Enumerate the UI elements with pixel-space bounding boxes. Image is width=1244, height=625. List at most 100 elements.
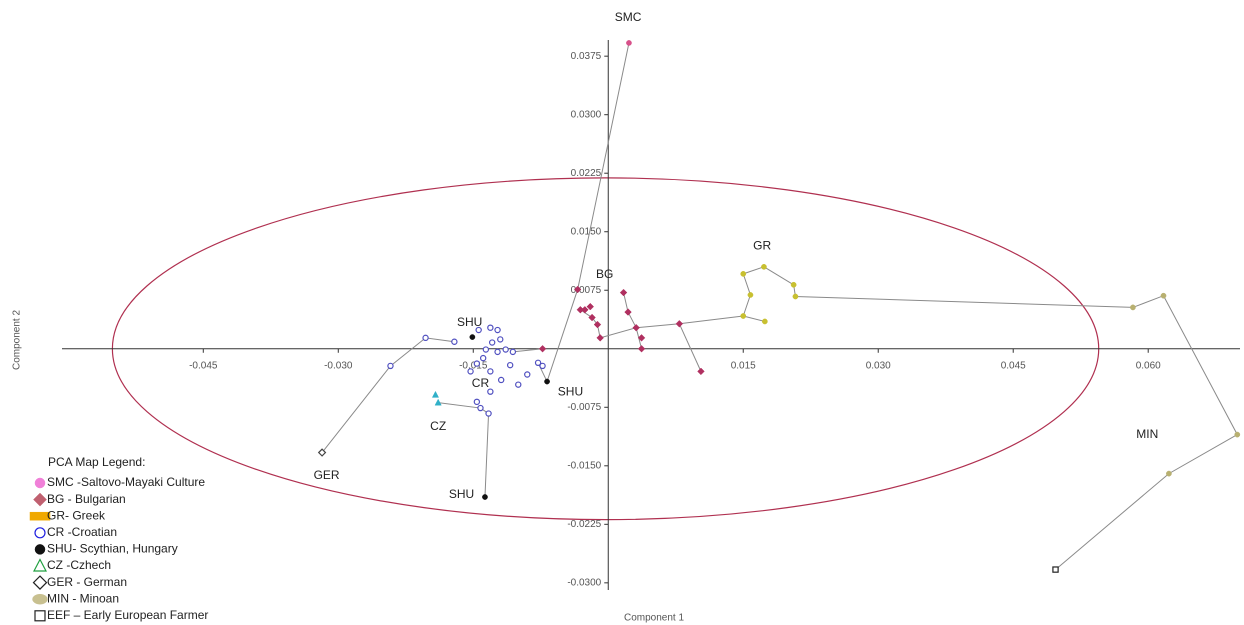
- point-label: BG: [596, 267, 613, 281]
- point-label: SHU: [457, 315, 482, 329]
- legend-label: CR -Croatian: [47, 525, 117, 539]
- point: [588, 313, 596, 322]
- tree-link: [580, 309, 744, 339]
- point: [497, 376, 505, 384]
- point: [626, 40, 632, 46]
- point: [747, 292, 754, 298]
- y-axis-label: Component 2: [12, 310, 23, 370]
- point: [1166, 470, 1172, 477]
- point: [487, 388, 494, 395]
- legend-marker: [34, 544, 46, 555]
- tree-link: [438, 402, 490, 498]
- point: [596, 334, 604, 342]
- point: [451, 338, 458, 345]
- legend-marker: [32, 593, 48, 605]
- point: [482, 346, 490, 353]
- point: [509, 348, 517, 356]
- x-tick-label: 0.030: [866, 360, 891, 371]
- y-tick-label: 0.0150: [571, 226, 602, 237]
- point-label: CZ: [430, 419, 446, 433]
- x-tick-label: -0.030: [324, 360, 353, 371]
- point: [1160, 292, 1167, 299]
- point: [506, 361, 514, 369]
- legend-label: GR- Greek: [47, 508, 106, 522]
- point: [538, 345, 547, 353]
- point: [515, 381, 522, 388]
- legend-marker: [29, 511, 51, 521]
- y-tick-label: 0.0225: [571, 168, 602, 179]
- point: [431, 390, 440, 398]
- point: [761, 318, 768, 325]
- x-axis-label: Component 1: [624, 613, 684, 624]
- point: [697, 367, 705, 376]
- y-tick-label: -0.0075: [567, 402, 601, 413]
- y-tick-label: 0.0075: [571, 285, 602, 296]
- x-tick-label: 0.060: [1136, 360, 1161, 371]
- point: [534, 359, 542, 367]
- point: [637, 334, 646, 342]
- point-label: GER: [314, 468, 340, 482]
- point: [675, 320, 684, 328]
- legend-marker: [33, 492, 47, 507]
- legend-label: CZ -Czhech: [47, 558, 111, 572]
- legend-marker: [34, 610, 46, 622]
- point: [586, 302, 594, 311]
- x-tick-label: -0.015: [459, 360, 488, 371]
- legend-label: EEF – Early European Farmer: [47, 608, 208, 622]
- point: [479, 354, 487, 362]
- point: [740, 271, 747, 277]
- point-label: SHU: [558, 385, 583, 399]
- point: [467, 368, 474, 375]
- legend-marker: [33, 558, 47, 572]
- point: [761, 263, 767, 270]
- legend-label: MIN - Minoan: [47, 591, 119, 605]
- point: [497, 336, 504, 343]
- y-tick-label: -0.0150: [567, 460, 601, 471]
- point: [619, 288, 628, 297]
- point: [581, 306, 589, 314]
- legend-label: SHU- Scythian, Hungary: [47, 542, 178, 556]
- tree-link: [623, 292, 643, 349]
- point: [434, 398, 442, 406]
- point-label: SMC: [615, 10, 642, 24]
- legend-marker: [32, 575, 48, 590]
- y-tick-label: -0.0225: [567, 519, 601, 530]
- legend-label: SMC -Saltovo-Mayaki Culture: [47, 475, 205, 489]
- point: [469, 334, 476, 340]
- point: [1130, 304, 1136, 311]
- legend-marker: [34, 477, 46, 489]
- point: [477, 404, 484, 412]
- legend-label: BG - Bulgarian: [47, 492, 126, 506]
- point: [1052, 566, 1059, 573]
- point: [740, 313, 747, 319]
- point: [482, 494, 488, 500]
- y-tick-label: -0.0300: [567, 577, 601, 588]
- point-label: SHU: [449, 487, 474, 501]
- legend-label: GER - German: [47, 575, 127, 589]
- point-label: CR: [472, 376, 490, 390]
- x-tick-label: -0.045: [189, 360, 218, 371]
- point: [790, 281, 797, 288]
- point: [487, 324, 494, 331]
- point: [792, 293, 799, 300]
- point: [422, 334, 429, 342]
- point: [317, 448, 327, 457]
- point: [544, 378, 550, 385]
- point: [487, 368, 494, 375]
- point-label: GR: [753, 239, 771, 253]
- tree-link: [537, 42, 630, 383]
- point: [475, 326, 482, 334]
- point: [473, 360, 481, 367]
- point-label: MIN: [1136, 427, 1158, 441]
- x-tick-label: 0.045: [1001, 360, 1026, 371]
- point: [632, 323, 640, 332]
- tree-link: [678, 323, 702, 372]
- tree-link: [742, 266, 1238, 570]
- point: [637, 345, 646, 353]
- point: [473, 398, 481, 406]
- legend-marker: [34, 527, 46, 539]
- point: [593, 320, 602, 329]
- point: [1234, 431, 1241, 438]
- point: [539, 362, 546, 370]
